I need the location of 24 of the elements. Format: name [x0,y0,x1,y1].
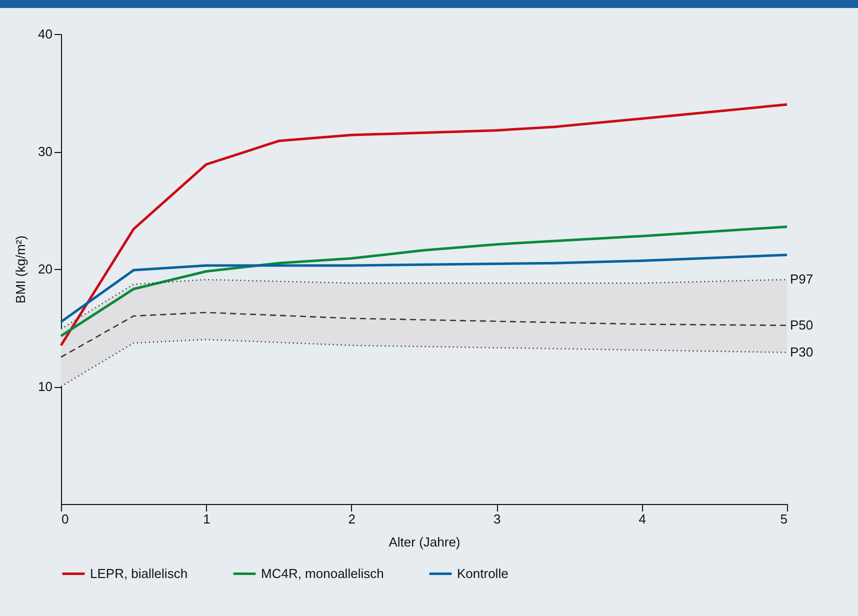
series-label: P30 [790,344,814,360]
legend-label: Kontrolle [457,566,508,581]
line-series [60,225,788,338]
legend-label: MC4R, monoallelisch [261,566,384,581]
series-label: P97 [790,272,814,287]
x-tick-label: 5 [780,512,788,526]
x-tick-label: 2 [348,512,356,526]
y-tick-label: 20 [38,262,52,276]
line-series [60,103,788,347]
legend-label: LEPR, biallelisch [90,566,188,581]
y-tick-label: 30 [38,144,52,159]
series-label: P50 [790,317,814,332]
y-tick-label: 40 [38,26,52,42]
x-axis-title: Alter (Jahre) [388,534,460,550]
line-series [60,278,788,330]
x-tick-label: 3 [493,512,501,526]
y-axis-title: BMI (kg/m²) [13,236,28,304]
line-series [60,312,788,358]
y-tick-label: 10 [38,379,52,394]
line-series [60,254,788,324]
x-tick-label: 4 [638,512,646,526]
x-tick-label: 1 [203,512,210,526]
line-series [60,338,788,388]
x-tick-label: 0 [62,512,69,526]
